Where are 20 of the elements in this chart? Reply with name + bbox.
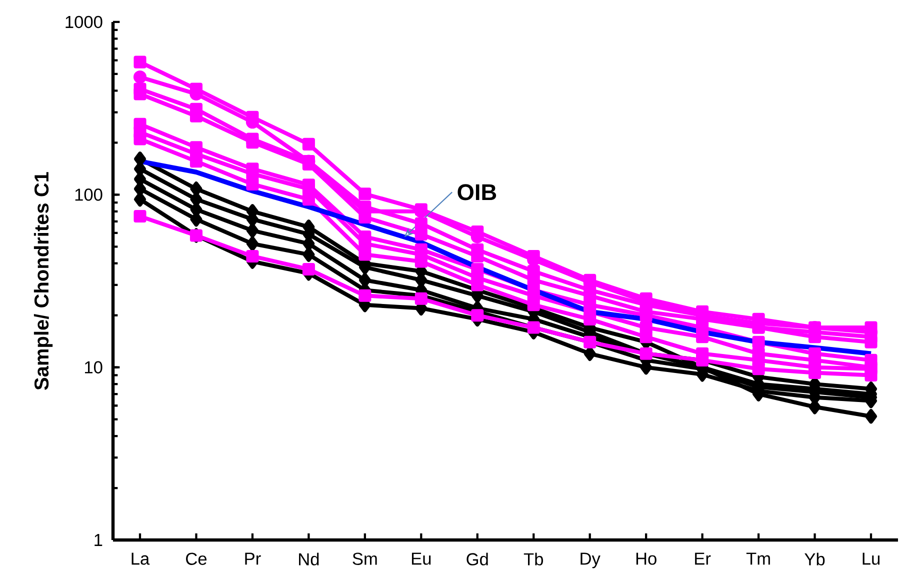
y-tick-label: 1000 [66,16,102,28]
x-tick-label: Tb [524,552,544,566]
y-axis-title: Sample/ Chondrites C1 [34,172,53,390]
x-tick-label: Ho [636,552,656,565]
x-tick-label: Yb [804,552,825,566]
x-tick-label: Eu [412,552,431,565]
text: OIB [458,184,496,200]
x-tick-label: Lu [862,552,880,565]
x-tick-label: Dy [580,552,600,568]
y-tick-label: 100 [75,188,102,201]
x-tick-label: Pr [245,552,261,565]
y-tick-label: 1 [94,534,102,546]
x-tick-label: Sm [352,552,377,565]
x-tick-label: Tm [746,552,770,565]
x-tick-label: Nd [299,552,319,566]
y-tick-label: 10 [85,361,102,374]
x-tick-label: Ce [186,552,207,565]
x-tick-label: Er [695,552,711,565]
x-tick-label: Gd [466,552,488,566]
x-tick-label: La [132,552,150,565]
